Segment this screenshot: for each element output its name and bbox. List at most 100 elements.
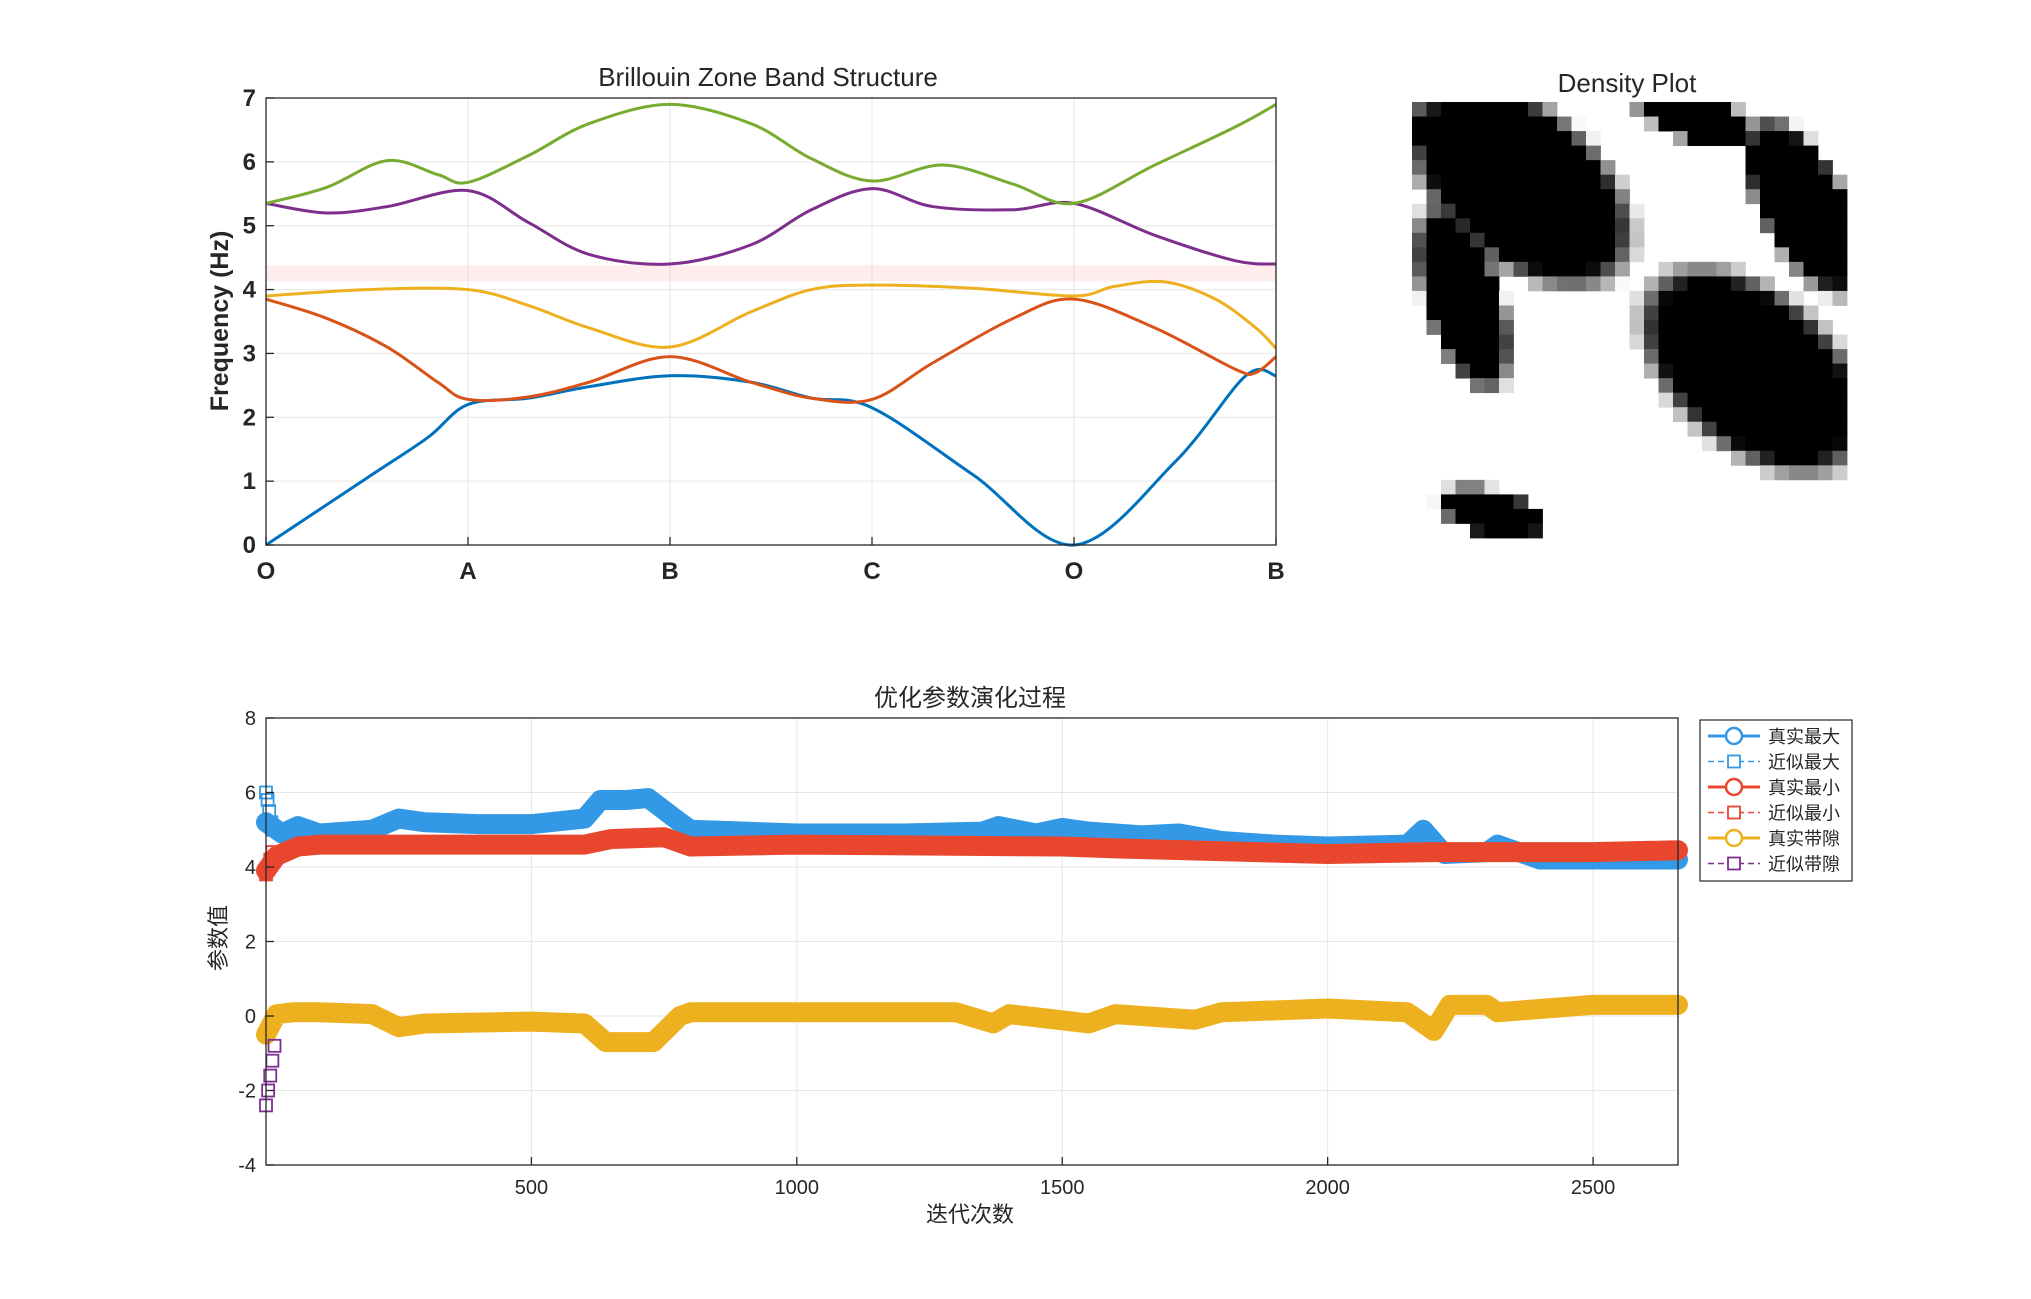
opt-point xyxy=(787,835,807,854)
density-cell xyxy=(1499,305,1514,321)
density-cell xyxy=(1441,203,1456,219)
density-cell xyxy=(1760,131,1775,146)
density-cell xyxy=(1789,290,1804,306)
density-cell xyxy=(1470,203,1485,219)
opt-point xyxy=(670,1006,690,1026)
optimization-title: 优化参数演化过程 xyxy=(874,684,1066,712)
density-cell xyxy=(1470,174,1485,190)
density-cell xyxy=(1499,378,1514,394)
density-cell xyxy=(1470,479,1485,495)
density-cell xyxy=(1789,145,1804,161)
density-cell xyxy=(1455,261,1471,277)
density-cell xyxy=(1789,232,1804,248)
density-cell xyxy=(1586,160,1601,176)
density-cell xyxy=(1731,290,1746,306)
density-cell xyxy=(1528,218,1543,234)
density-cell xyxy=(1832,407,1848,423)
density-cell xyxy=(1760,363,1775,379)
opt-ytick-label: -2 xyxy=(238,1081,256,1103)
opt-point xyxy=(1583,842,1603,862)
density-cell xyxy=(1629,102,1645,117)
density-cell xyxy=(1600,160,1616,176)
density-cell xyxy=(1455,247,1471,263)
density-cell xyxy=(1484,320,1500,335)
density-cell xyxy=(1484,378,1500,394)
density-cell xyxy=(1470,131,1485,146)
density-cell xyxy=(1731,421,1746,437)
density-cell xyxy=(1455,363,1471,379)
opt-point xyxy=(1185,1010,1205,1029)
density-cell xyxy=(1499,116,1514,132)
density-cell xyxy=(1586,276,1601,292)
density-cell xyxy=(1760,450,1775,466)
density-cell xyxy=(1513,102,1529,117)
density-cell xyxy=(1499,145,1514,161)
density-cell xyxy=(1586,174,1601,190)
density-cell xyxy=(1731,116,1746,132)
opt-point xyxy=(591,790,610,810)
density-cell xyxy=(1528,160,1543,176)
density-cell xyxy=(1803,232,1819,248)
density-cell xyxy=(1716,407,1732,423)
density-cell xyxy=(1774,378,1790,394)
density-cell xyxy=(1513,232,1529,248)
opt-point xyxy=(1440,995,1459,1015)
density-cell xyxy=(1470,261,1485,277)
density-cell xyxy=(1571,261,1587,277)
density-cell xyxy=(1629,218,1645,234)
density-cell xyxy=(1441,334,1456,350)
density-cell xyxy=(1789,349,1804,364)
density-cell xyxy=(1571,203,1587,219)
opt-point xyxy=(644,1032,663,1052)
density-cell xyxy=(1716,334,1732,350)
density-cell xyxy=(1426,102,1442,117)
legend-label: 近似最小 xyxy=(1768,804,1840,825)
density-cell xyxy=(1470,363,1485,379)
density-cell xyxy=(1774,349,1790,364)
density-cell xyxy=(1760,174,1775,190)
band-line-4 xyxy=(265,187,1277,266)
density-cell xyxy=(1658,116,1674,132)
opt-point xyxy=(1052,837,1072,856)
opt-point xyxy=(681,837,700,856)
density-cell xyxy=(1484,116,1500,132)
density-cell xyxy=(1455,160,1471,176)
density-cell xyxy=(1803,174,1819,190)
density-cell xyxy=(1484,334,1500,350)
density-cell xyxy=(1702,261,1717,277)
density-cell xyxy=(1470,160,1485,176)
density-cell xyxy=(1774,305,1790,321)
density-cell xyxy=(1832,276,1848,292)
band-structure-ylabel: Frequency (Hz) xyxy=(206,231,234,412)
density-cell xyxy=(1673,392,1688,408)
density-cell xyxy=(1586,218,1601,234)
density-cell xyxy=(1818,247,1833,263)
density-cell xyxy=(1803,261,1819,277)
density-cell xyxy=(1644,320,1659,335)
density-cell xyxy=(1832,261,1848,277)
density-cell xyxy=(1528,203,1543,219)
density-cell xyxy=(1629,305,1645,321)
density-cell xyxy=(1484,276,1500,292)
opt-point xyxy=(1106,1004,1125,1024)
opt-point xyxy=(787,1003,807,1022)
density-cell xyxy=(1832,247,1848,263)
density-cell xyxy=(1571,116,1587,132)
density-cell xyxy=(1832,189,1848,205)
density-cell xyxy=(1803,160,1819,176)
density-cell xyxy=(1774,290,1790,306)
density-cell xyxy=(1513,160,1529,176)
density-cell xyxy=(1760,290,1775,306)
density-cell xyxy=(1470,378,1485,394)
density-cell xyxy=(1687,320,1703,335)
density-cell xyxy=(1745,305,1761,321)
density-cell xyxy=(1760,378,1775,394)
density-cell xyxy=(1818,421,1833,437)
density-cell xyxy=(1789,392,1804,408)
density-cell xyxy=(1832,378,1848,394)
band-ytick-label: 0 xyxy=(243,532,256,559)
density-cell xyxy=(1716,261,1732,277)
density-cell xyxy=(1818,189,1833,205)
density-cell xyxy=(1412,131,1427,146)
